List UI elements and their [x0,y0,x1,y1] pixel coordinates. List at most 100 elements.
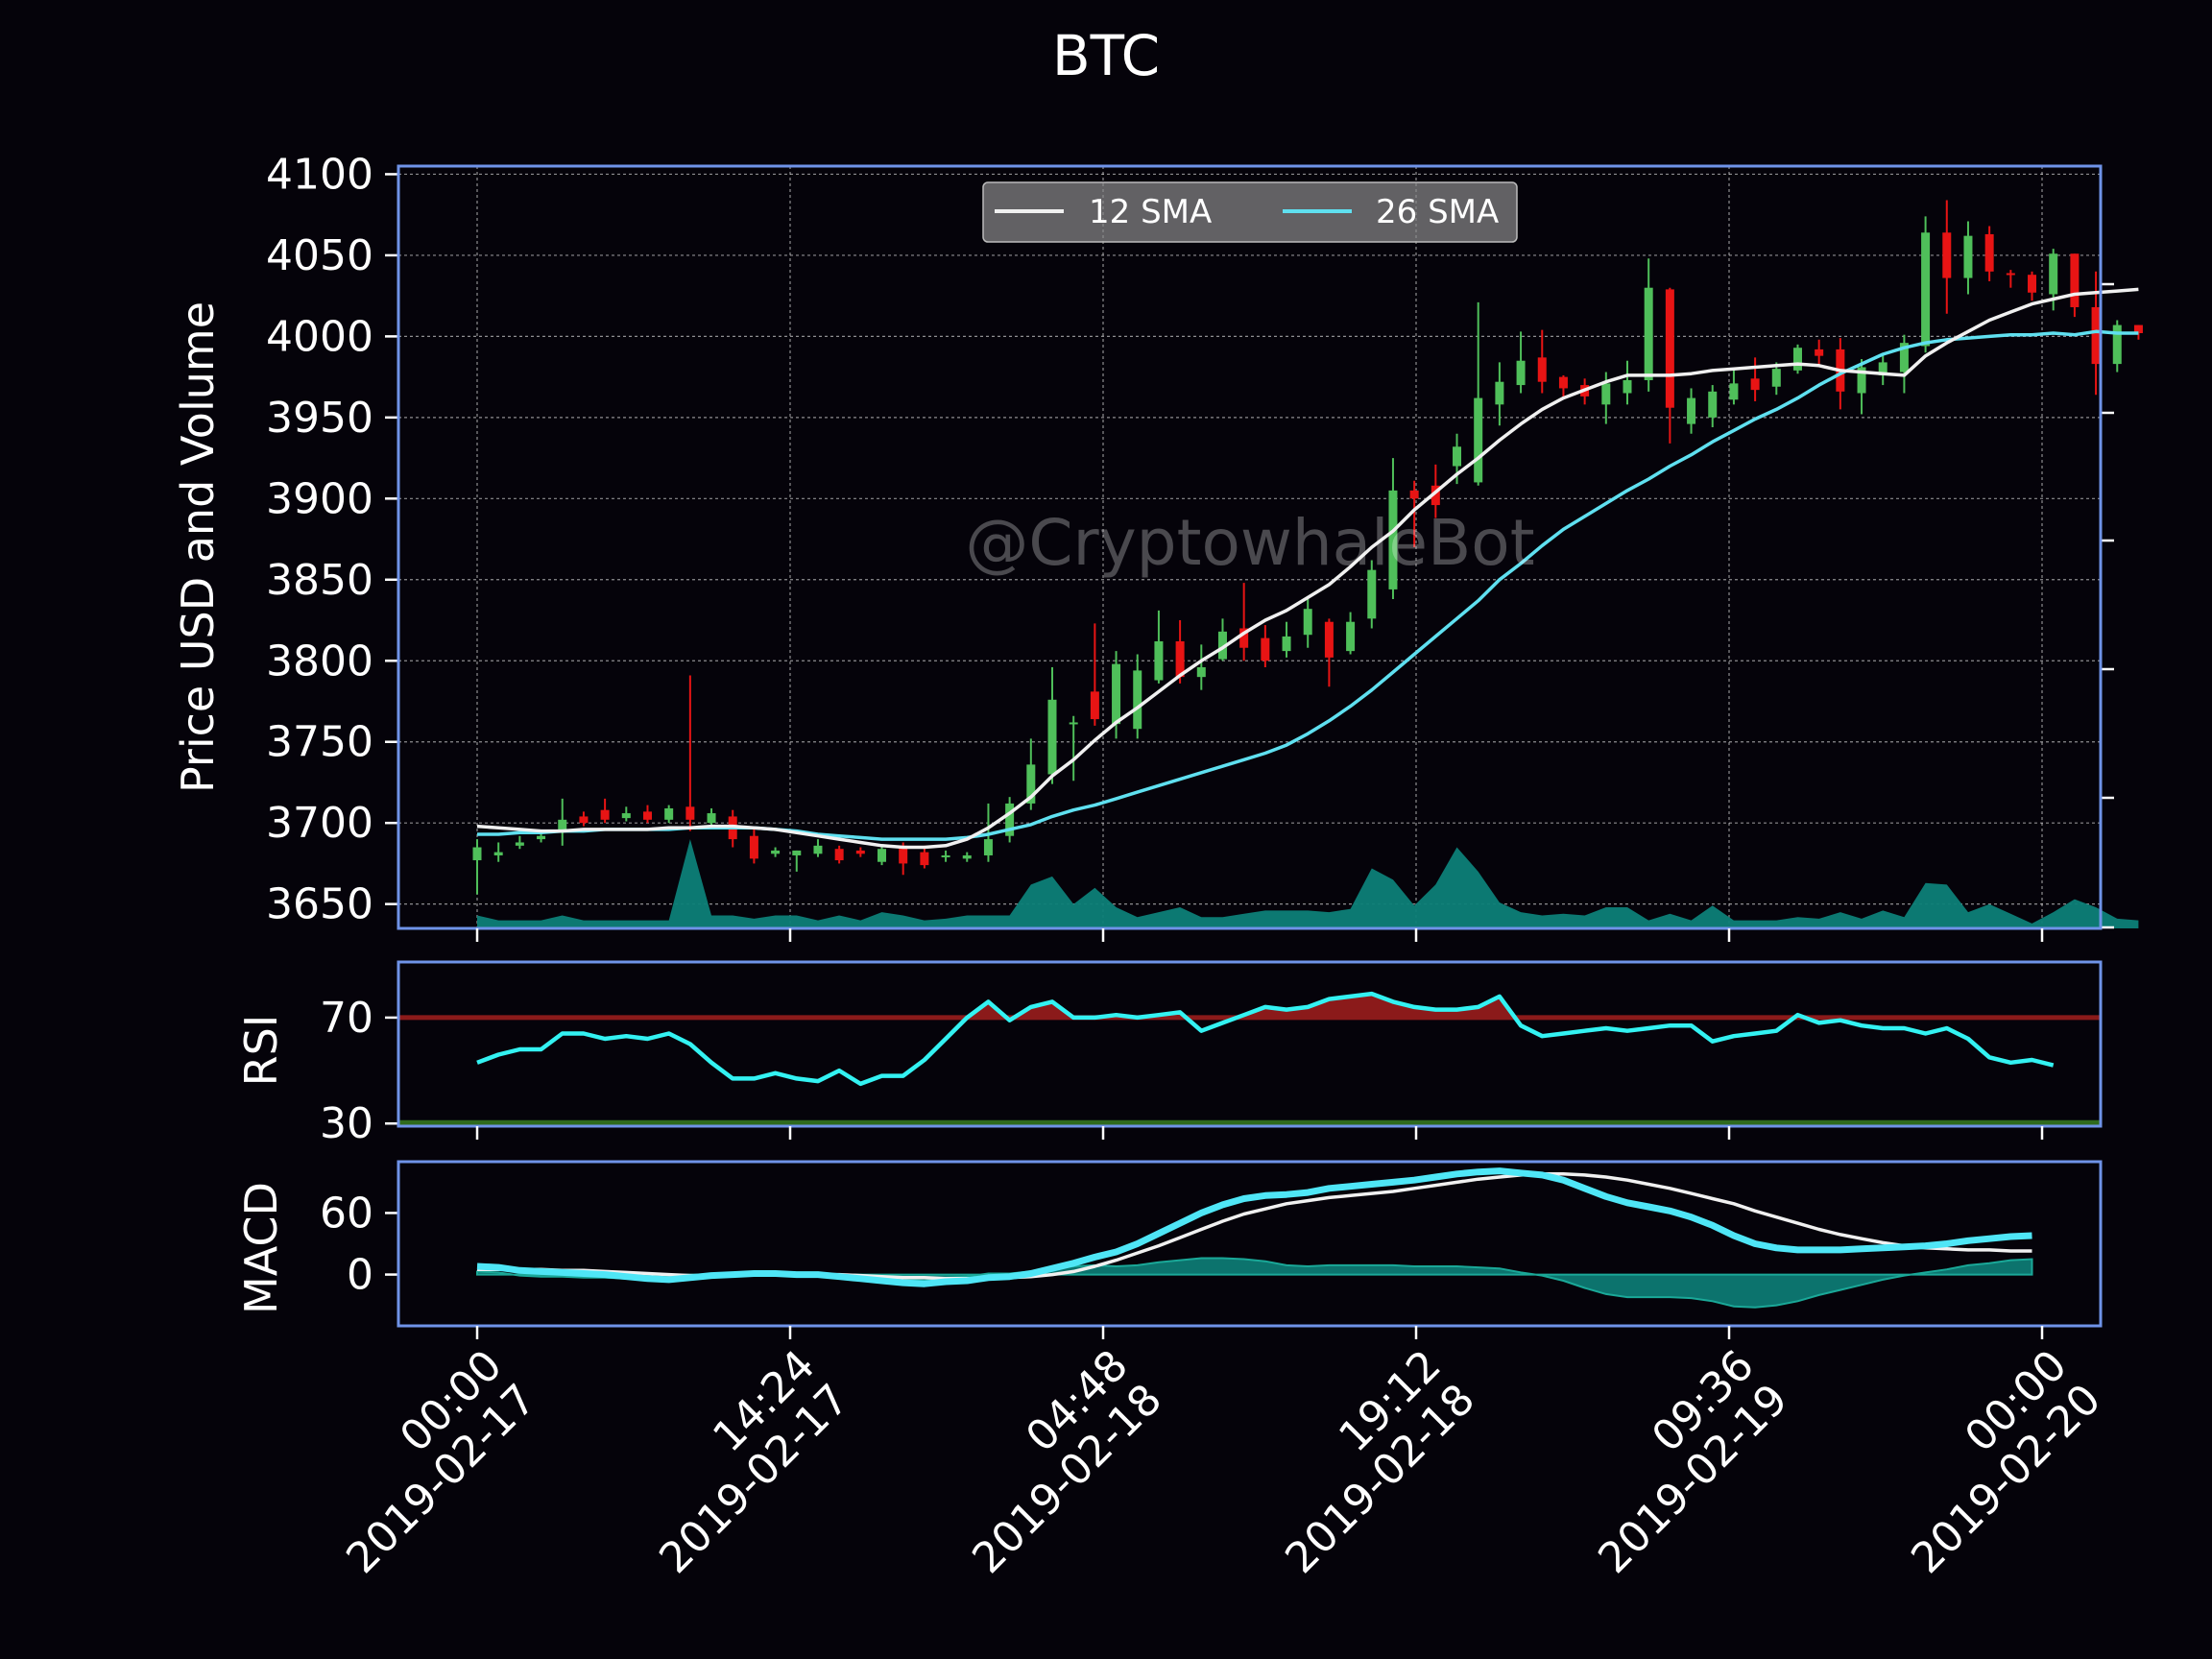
candle-body [537,835,546,840]
candle [1687,388,1696,434]
candle [664,805,674,824]
candle-body [707,813,716,824]
rsi-ytick-label: 30 [320,1099,373,1148]
candle-body [1984,233,1994,272]
candle [515,835,524,850]
candle-body [2070,253,2080,307]
candle [1388,458,1398,600]
candle [962,852,972,862]
candle-body [579,816,589,824]
candle-body [1921,232,1931,347]
candle-body [558,819,567,831]
candle [941,850,950,862]
candle-body [2006,273,2015,276]
candle-body [472,847,482,861]
candle-body [1495,381,1504,405]
candle-body [1623,379,1632,394]
rsi-ytick-label: 70 [320,994,373,1043]
candle [2112,320,2122,373]
candle-body [1069,722,1078,725]
candle-body [515,842,524,846]
candle-body [1026,764,1036,804]
candle [1516,331,1526,394]
candle-body [2112,325,2122,365]
candle-body [834,849,844,861]
price-ytick-label: 3700 [266,799,373,848]
macd-ytick-label: 60 [320,1189,373,1238]
candle [1878,353,1887,386]
macd-ylabel: MACD [235,1182,287,1314]
candle [1708,385,1718,427]
candle-body [642,811,652,820]
candle [1217,618,1227,661]
price-ytick-label: 3950 [266,394,373,443]
candle [1005,797,1015,843]
candle-body [1431,485,1440,506]
candle-body [2049,253,2058,295]
price-ytick-label: 3900 [266,474,373,523]
chart-title: BTC [1052,23,1160,88]
candle-body [1878,362,1887,375]
candle-body [1729,383,1739,400]
candle-body [1899,343,1909,373]
candle [792,850,802,872]
candle-body [1644,287,1653,380]
candle [1474,301,1483,486]
candle [1196,644,1206,690]
candle [1495,362,1504,426]
price-ytick-label: 3800 [266,637,373,685]
candle [749,829,758,864]
candle-body [1601,383,1611,405]
candle-body [1239,628,1249,648]
candle [855,847,865,857]
candle [707,807,716,827]
candle-body [749,835,758,859]
candle-body [1708,391,1718,418]
macd-panel: 0 60 MACD [235,1160,2103,1328]
candle [1175,620,1185,684]
candle [1644,258,1653,392]
candle-body [1175,640,1185,678]
candle-body [813,845,823,854]
candle-body [1324,621,1334,658]
candle [1771,362,1781,396]
candle-body [1090,691,1099,720]
candle-body [600,809,610,820]
candle-body [1005,803,1015,836]
candle-body [1346,621,1356,652]
candle [1367,560,1377,629]
candle-body [1409,490,1419,499]
candle [2133,325,2143,340]
candle [1857,359,1866,415]
candle [493,842,503,862]
price-ytick-label: 3650 [266,880,373,929]
candle-body [685,806,695,820]
candle-body [1474,397,1483,483]
candle [2006,270,2015,288]
candle-body [1815,349,1824,356]
candle [1792,344,1802,374]
candle [1623,360,1632,405]
candle [621,806,631,822]
candle [2028,271,2037,301]
rsi-overbought-fill [1014,1001,1074,1018]
candle-body [1687,397,1696,424]
candle-body [1750,378,1760,391]
candle [579,811,589,827]
candle-body [899,845,908,864]
candle [685,675,695,831]
watermark-text: @CryptowhaleBot [965,506,1534,580]
rsi-panel: 30 70 RSI [235,960,2103,1148]
candle [1942,200,1952,314]
candle-body [983,839,993,855]
candle-body [920,852,929,866]
candle-body [1857,367,1866,394]
candle-body [792,850,802,855]
candle [472,839,482,895]
candle-body [1154,640,1164,681]
candle-body [878,849,887,862]
candle [1133,654,1142,739]
